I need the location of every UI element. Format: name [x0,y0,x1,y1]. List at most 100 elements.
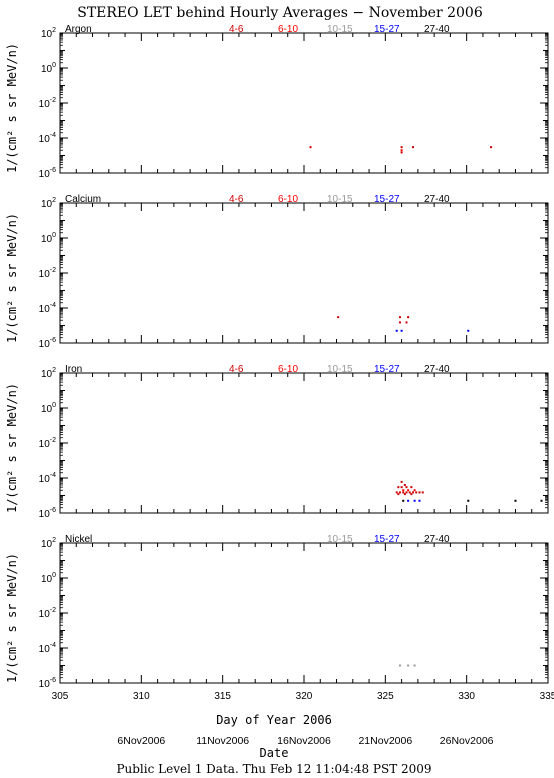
date-labels: 6Nov2006 11Nov2006 16Nov2006 21Nov2006 26Nov… [117,735,493,747]
data-point-4-6 [405,491,408,494]
y-tick-label: 10-6 [39,507,56,520]
data-point-4-6 [400,486,403,489]
y-tick-label: 10-6 [39,337,56,350]
data-point-27-40 [514,499,517,502]
y-axis-label-argon: 1/(cm² s sr MeV/n) [5,43,19,173]
y-tick-label: 102 [41,27,56,40]
legend-10-15: 10-15 [327,364,353,375]
y-tick-label: 10-2 [39,97,56,110]
data-point-27-40 [402,499,405,502]
y-tick-label: 102 [41,537,56,550]
data-point-15-27 [407,499,410,502]
data-point-4-6 [405,486,408,489]
data-point-6-10 [413,489,416,492]
legend-27-40: 27-40 [424,24,450,35]
y-tick-label: 10-6 [39,167,56,180]
data-point-4-6 [400,146,403,149]
data-point-4-6 [411,491,414,494]
data-point-4-6 [309,146,312,149]
panel-nickel: 10-6 10-4 10-2 100 102 Nickel 10-15 15-27 27-40 [39,534,549,690]
data-point-4-6 [397,493,400,496]
legend-15-27: 15-27 [374,24,400,35]
x-tick-label: 310 [133,691,150,702]
date-tick-label: 21Nov2006 [358,735,412,747]
data-point-6-10 [402,489,405,492]
legend-27-40: 27-40 [424,364,450,375]
data-point-4-6 [400,151,403,154]
chart-title: STEREO LET behind Hourly Averages − Nove… [77,5,483,21]
y-tick-label: 10-4 [39,132,56,145]
data-point-15-27 [400,329,403,332]
data-point-6-10 [407,489,410,492]
x-tick-labels: 305 310 315 320 325 330 335 [52,691,554,702]
data-point-4-6 [403,493,406,496]
y-tick-label: 100 [41,232,56,245]
date-tick-label: 26Nov2006 [440,735,494,747]
y-tick-label: 10-4 [39,642,56,655]
data-point-15-27 [395,329,398,332]
element-name-calcium: Calcium [65,194,101,205]
data-point-4-6 [408,491,411,494]
data-point-4-6 [490,146,493,149]
x-tick-label: 305 [52,691,69,702]
data-point-4-6 [398,321,401,324]
data-point-4-6 [410,493,413,496]
plot-frame [59,202,549,344]
y-tick-label: 102 [41,367,56,380]
y-tick-label: 10-4 [39,302,56,315]
data-point-4-6 [402,491,405,494]
data-point-4-6 [398,491,401,494]
plot-frame [59,372,549,514]
data-point-4-6 [400,480,403,483]
data-point-15-27 [418,499,421,502]
data-point-4-6 [407,316,410,319]
data-point-4-6 [421,491,424,494]
y-tick-label: 10-6 [39,677,56,690]
legend-6-10: 6-10 [278,364,298,375]
data-point-10-15 [413,664,416,667]
data-point-4-6 [403,483,406,486]
date-tick-label: 6Nov2006 [117,735,165,747]
y-tick-label: 102 [41,197,56,210]
panels: 10-6 10-4 10-2 100 102 Argon 4-6 6-10 10-15 15-27… [39,24,549,690]
y-tick-label: 100 [41,62,56,75]
y-tick-label: 10-2 [39,607,56,620]
legend-4-6: 4-6 [229,364,244,375]
data-point-4-6 [418,491,421,494]
y-axis-label-nickel: 1/(cm² s sr MeV/n) [5,553,19,683]
data-point-4-6 [398,316,401,319]
x-tick-label: 335 [540,691,554,702]
y-axis-label-calcium: 1/(cm² s sr MeV/n) [5,213,19,343]
y-axis-label-iron: 1/(cm² s sr MeV/n) [5,383,19,513]
legend-10-15: 10-15 [327,534,353,545]
data-point-4-6 [411,146,414,149]
x-tick-label: 315 [214,691,231,702]
plot-frame [59,542,549,684]
legend-27-40: 27-40 [424,194,450,205]
data-point-10-15 [398,664,401,667]
y-tick-label: 100 [41,402,56,415]
footer-text: Public Level 1 Data. Thu Feb 12 11:04:48… [116,762,431,776]
data-point-4-6 [337,316,340,319]
legend-15-27: 15-27 [374,194,400,205]
legend-15-27: 15-27 [374,534,400,545]
x-tick-label: 320 [296,691,313,702]
y-tick-label: 10-2 [39,437,56,450]
data-point-4-6 [415,491,418,494]
data-point-4-6 [405,321,408,324]
date-tick-label: 16Nov2006 [277,735,331,747]
legend-15-27: 15-27 [374,364,400,375]
data-point-27-40 [467,499,470,502]
data-point-15-27 [467,329,470,332]
data-point-6-10 [400,149,403,152]
data-point-15-27 [413,499,416,502]
date-label: Date [260,746,289,760]
legend-10-15: 10-15 [327,194,353,205]
y-tick-label: 100 [41,572,56,585]
data-point-27-40 [540,499,543,502]
y-tick-label: 10-2 [39,267,56,280]
x-tick-label: 325 [377,691,394,702]
y-tick-label: 10-4 [39,472,56,485]
legend-6-10: 6-10 [278,24,298,35]
